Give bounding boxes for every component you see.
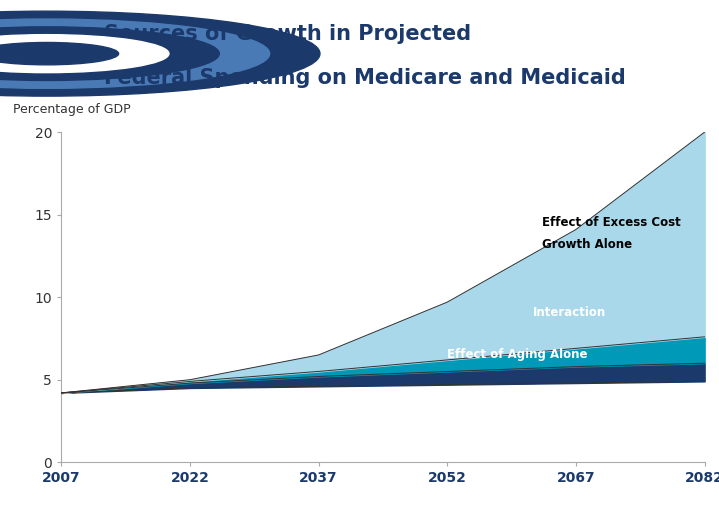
Circle shape bbox=[0, 35, 169, 73]
Circle shape bbox=[0, 27, 219, 80]
Text: Federal Spending on Medicare and Medicaid: Federal Spending on Medicare and Medicai… bbox=[104, 68, 626, 88]
Text: Interaction: Interaction bbox=[533, 305, 606, 319]
Circle shape bbox=[0, 19, 270, 88]
Text: Effect of Aging Alone: Effect of Aging Alone bbox=[447, 347, 587, 361]
Text: Growth Alone: Growth Alone bbox=[541, 238, 632, 251]
Circle shape bbox=[0, 11, 320, 96]
Text: Effect of Excess Cost: Effect of Excess Cost bbox=[541, 216, 680, 230]
Text: Sources of Growth in Projected: Sources of Growth in Projected bbox=[104, 23, 472, 44]
Text: Percentage of GDP: Percentage of GDP bbox=[13, 103, 130, 115]
Circle shape bbox=[0, 43, 119, 65]
